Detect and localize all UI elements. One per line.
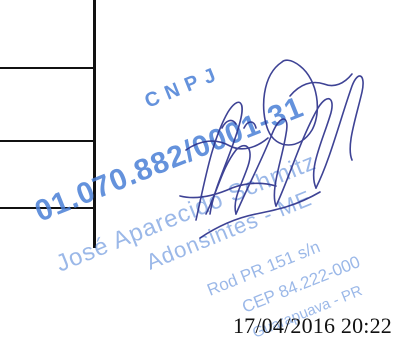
stamp-cnpj-label: CNPJ (142, 62, 226, 113)
table-horizontal-rule (0, 207, 95, 209)
handwritten-signature (179, 59, 364, 239)
timestamp: 17/04/2016 20:22 (232, 313, 392, 338)
table-vertical-rule (93, 0, 96, 248)
table-horizontal-rule (0, 140, 95, 142)
table-horizontal-rule (0, 67, 95, 69)
